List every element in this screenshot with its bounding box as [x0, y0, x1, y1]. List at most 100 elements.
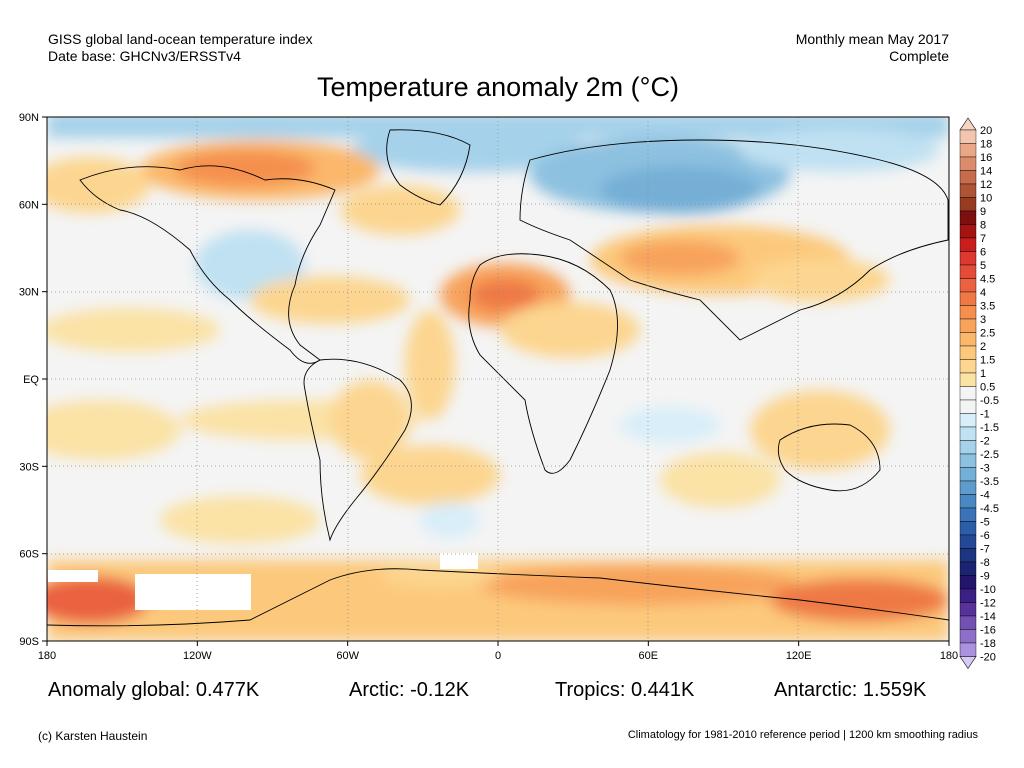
- stat-antarctic: Antarctic: 1.559K: [774, 679, 927, 701]
- colorbar-label: -2: [980, 436, 990, 448]
- lat-tick-label: EQ: [23, 374, 39, 386]
- colorbar-swatch: [959, 480, 977, 495]
- colorbar-swatch: [959, 534, 977, 549]
- colorbar-label: -2.5: [980, 449, 999, 461]
- reference-note: Climatology for 1981-2010 reference peri…: [627, 729, 978, 741]
- anomaly-field: [47, 117, 949, 641]
- colorbar-label: -5: [980, 517, 990, 529]
- data-base-label: Date base: GHCNv3/ERSSTv4: [48, 48, 241, 64]
- colorbar-label: -20: [980, 652, 996, 664]
- coastlines: [47, 129, 949, 627]
- colorbar-swatch: [959, 237, 977, 252]
- colorbar-label: 1.5: [980, 355, 995, 367]
- colorbar-swatch: [959, 386, 977, 401]
- colorbar-label: -12: [980, 598, 996, 610]
- colorbar-swatch: [959, 507, 977, 522]
- colorbar-swatch: [959, 264, 977, 279]
- colorbar-label: -0.5: [980, 395, 999, 407]
- lat-tick-label: 60S: [19, 549, 39, 561]
- lat-tick-label: 30N: [19, 287, 39, 299]
- colorbar-label: 16: [980, 152, 992, 164]
- index-title: GISS global land-ocean temperature index: [48, 31, 313, 47]
- colorbar-swatch: [959, 359, 977, 374]
- colorbar-swatch: [959, 278, 977, 293]
- lat-tick-label: 90S: [19, 636, 39, 648]
- colorbar-swatch: [959, 224, 977, 239]
- stat-tropics: Tropics: 0.441K: [555, 679, 695, 701]
- colorbar-label: 5: [980, 260, 986, 272]
- colorbar-label: -4: [980, 490, 990, 502]
- completeness-label: Complete: [889, 48, 949, 64]
- colorbar-swatch: [959, 156, 977, 171]
- colorbar-label: 18: [980, 139, 992, 151]
- credit: (c) Karsten Haustein: [38, 729, 148, 743]
- colorbar-swatch: [959, 345, 977, 360]
- colorbar-label: -9: [980, 571, 990, 583]
- colorbar-label: -4.5: [980, 503, 999, 515]
- colorbar-label: -3: [980, 463, 990, 475]
- lat-tick-label: 90N: [19, 112, 39, 124]
- lon-tick-label: 60E: [639, 650, 659, 662]
- latitude-axis: 90N 60N 30N EQ 30S 60S 90S: [19, 112, 47, 648]
- colorbar-swatch: [959, 642, 977, 657]
- colorbar-label: 7: [980, 233, 986, 245]
- colorbar-swatch: [959, 440, 977, 455]
- colorbar-label: -6: [980, 530, 990, 542]
- header-right: Monthly mean May 2017 Complete: [796, 31, 949, 65]
- colorbar-swatch: [959, 143, 977, 158]
- colorbar-label: -10: [980, 584, 996, 596]
- colorbar-label: 0.5: [980, 382, 995, 394]
- colorbar-swatch: [959, 129, 977, 144]
- lon-tick-label: 0: [495, 650, 501, 662]
- colorbar-bottom-cap: [959, 656, 977, 670]
- colorbar-label: -1: [980, 409, 990, 421]
- lon-tick-label: 120E: [786, 650, 812, 662]
- colorbar-swatch: [959, 332, 977, 347]
- colorbar-label: -18: [980, 638, 996, 650]
- colorbar-label: -7: [980, 544, 990, 556]
- colorbar-swatch: [959, 453, 977, 468]
- colorbar-swatch: [959, 602, 977, 617]
- colorbar-label: -3.5: [980, 476, 999, 488]
- colorbar-label: 2.5: [980, 328, 995, 340]
- colorbar-label: 14: [980, 166, 992, 178]
- lon-tick-label: 180: [38, 650, 56, 662]
- lat-tick-label: 30S: [19, 461, 39, 473]
- colorbar-swatch: [959, 521, 977, 536]
- colorbar-swatch: [959, 426, 977, 441]
- colorbar-label: 3.5: [980, 301, 995, 313]
- colorbar-swatch: [959, 575, 977, 590]
- lon-tick-label: 60W: [336, 650, 359, 662]
- colorbar-swatch: [959, 318, 977, 333]
- colorbar-swatch: [959, 561, 977, 576]
- colorbar-swatch: [959, 305, 977, 320]
- colorbar-swatch: [959, 251, 977, 266]
- colorbar-label: 20: [980, 125, 992, 137]
- colorbar-label: 12: [980, 179, 992, 191]
- colorbar-label: 8: [980, 220, 986, 232]
- header-left: GISS global land-ocean temperature index…: [48, 31, 313, 65]
- colorbar-swatch: [959, 615, 977, 630]
- colorbar-label: 3: [980, 314, 986, 326]
- colorbar-swatch: [959, 210, 977, 225]
- colorbar-swatch: [959, 588, 977, 603]
- colorbar-label: 6: [980, 247, 986, 259]
- longitude-axis: 180 120W 60W 0 60E 120E 180: [38, 641, 958, 662]
- colorbar-label: 10: [980, 193, 992, 205]
- colorbar-swatch: [959, 548, 977, 563]
- colorbar-swatch: [959, 413, 977, 428]
- colorbar-swatch: [959, 399, 977, 414]
- colorbar-swatch: [959, 372, 977, 387]
- period-label: Monthly mean May 2017: [795, 31, 949, 47]
- colorbar-swatch: [959, 467, 977, 482]
- colorbar-label: -1.5: [980, 422, 999, 434]
- graticule: [47, 117, 949, 641]
- lon-tick-label: 120W: [183, 650, 212, 662]
- lon-tick-label: 180: [940, 650, 958, 662]
- colorbar-swatch: [959, 197, 977, 212]
- colorbar-label: 4.5: [980, 274, 995, 286]
- colorbar-swatch: [959, 494, 977, 509]
- colorbar-swatch: [959, 291, 977, 306]
